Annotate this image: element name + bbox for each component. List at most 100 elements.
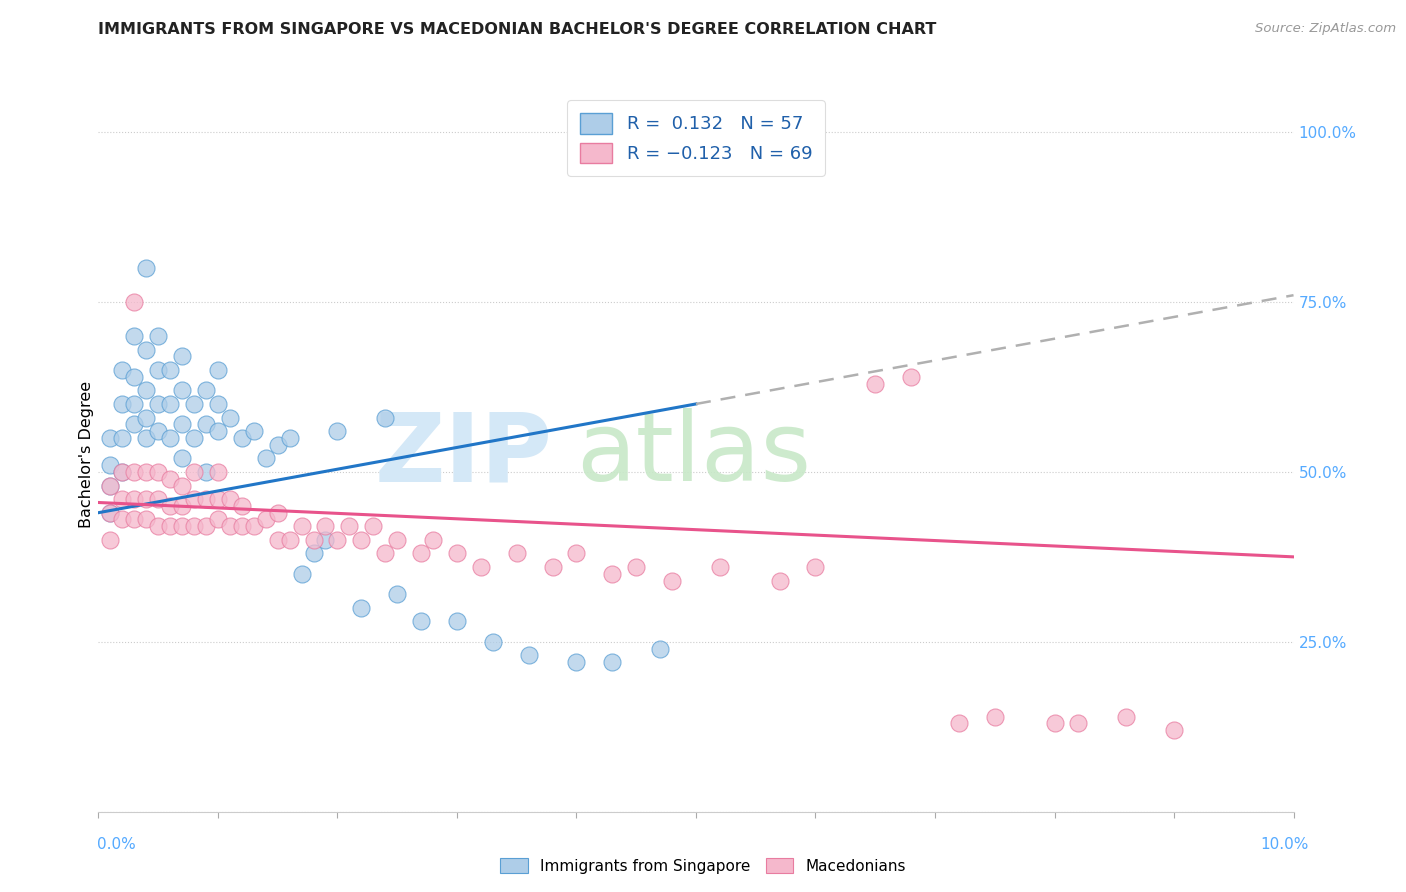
Point xyxy=(1043,716,1066,731)
Point xyxy=(685,153,707,167)
Point xyxy=(1115,709,1137,723)
Point xyxy=(326,533,349,547)
Point xyxy=(517,648,540,663)
Point xyxy=(315,533,337,547)
Text: 0.0%: 0.0% xyxy=(97,838,136,852)
Text: Source: ZipAtlas.com: Source: ZipAtlas.com xyxy=(1256,22,1396,36)
Point xyxy=(769,574,792,588)
Point xyxy=(195,384,218,398)
Point xyxy=(243,519,266,533)
Point xyxy=(481,635,505,649)
Point xyxy=(100,458,122,472)
Point xyxy=(183,397,205,411)
Point xyxy=(148,492,170,507)
Point xyxy=(195,465,218,479)
Point xyxy=(100,533,122,547)
Point xyxy=(339,519,360,533)
Point xyxy=(195,519,218,533)
Point xyxy=(411,546,433,560)
Point xyxy=(172,499,194,513)
Point xyxy=(124,397,146,411)
Point xyxy=(278,431,301,445)
Point xyxy=(219,492,242,507)
Point xyxy=(135,384,157,398)
Point xyxy=(124,329,146,343)
Point xyxy=(148,329,170,343)
Point xyxy=(148,465,170,479)
Point xyxy=(100,506,122,520)
Point xyxy=(135,343,157,357)
Legend: R =  0.132   N = 57, R = −0.123   N = 69: R = 0.132 N = 57, R = −0.123 N = 69 xyxy=(567,100,825,176)
Point xyxy=(350,533,373,547)
Point xyxy=(948,716,970,731)
Point xyxy=(267,506,290,520)
Point xyxy=(363,519,385,533)
Point xyxy=(172,417,194,432)
Point xyxy=(172,350,194,364)
Point xyxy=(470,560,492,574)
Point xyxy=(135,410,157,425)
Point xyxy=(183,519,205,533)
Point xyxy=(207,512,229,526)
Point xyxy=(135,492,157,507)
Point xyxy=(602,655,624,669)
Point xyxy=(148,397,170,411)
Point xyxy=(148,363,170,377)
Point xyxy=(302,533,325,547)
Point xyxy=(231,431,253,445)
Point xyxy=(135,512,157,526)
Point xyxy=(446,615,468,629)
Point xyxy=(111,363,134,377)
Point xyxy=(124,512,146,526)
Point xyxy=(111,512,134,526)
Point xyxy=(661,574,683,588)
Text: 10.0%: 10.0% xyxy=(1261,838,1309,852)
Point xyxy=(602,566,624,581)
Point xyxy=(207,492,229,507)
Point xyxy=(135,431,157,445)
Point xyxy=(111,397,134,411)
Point xyxy=(626,560,648,574)
Legend: Immigrants from Singapore, Macedonians: Immigrants from Singapore, Macedonians xyxy=(494,852,912,880)
Point xyxy=(124,417,146,432)
Point xyxy=(865,376,887,391)
Point xyxy=(100,478,122,492)
Point xyxy=(135,260,157,275)
Point xyxy=(159,397,181,411)
Point xyxy=(350,600,373,615)
Point xyxy=(111,465,134,479)
Point xyxy=(219,410,242,425)
Point xyxy=(159,499,181,513)
Point xyxy=(565,655,588,669)
Point xyxy=(374,546,396,560)
Point xyxy=(111,492,134,507)
Point xyxy=(709,560,731,574)
Point xyxy=(111,431,134,445)
Point xyxy=(111,465,134,479)
Point xyxy=(446,546,468,560)
Point xyxy=(100,506,122,520)
Point xyxy=(231,519,253,533)
Point xyxy=(159,363,181,377)
Point xyxy=(385,587,409,601)
Point xyxy=(231,499,253,513)
Point xyxy=(385,533,409,547)
Text: IMMIGRANTS FROM SINGAPORE VS MACEDONIAN BACHELOR'S DEGREE CORRELATION CHART: IMMIGRANTS FROM SINGAPORE VS MACEDONIAN … xyxy=(98,22,936,37)
Point xyxy=(159,472,181,486)
Point xyxy=(1163,723,1185,738)
Text: ZIP: ZIP xyxy=(374,409,553,501)
Point xyxy=(183,465,205,479)
Point xyxy=(183,431,205,445)
Point xyxy=(195,492,218,507)
Point xyxy=(804,560,827,574)
Point xyxy=(291,566,314,581)
Point xyxy=(124,369,146,384)
Point xyxy=(326,424,349,438)
Point xyxy=(124,295,146,310)
Point xyxy=(124,465,146,479)
Point xyxy=(183,492,205,507)
Point xyxy=(302,546,325,560)
Point xyxy=(207,424,229,438)
Point xyxy=(900,369,922,384)
Point xyxy=(159,431,181,445)
